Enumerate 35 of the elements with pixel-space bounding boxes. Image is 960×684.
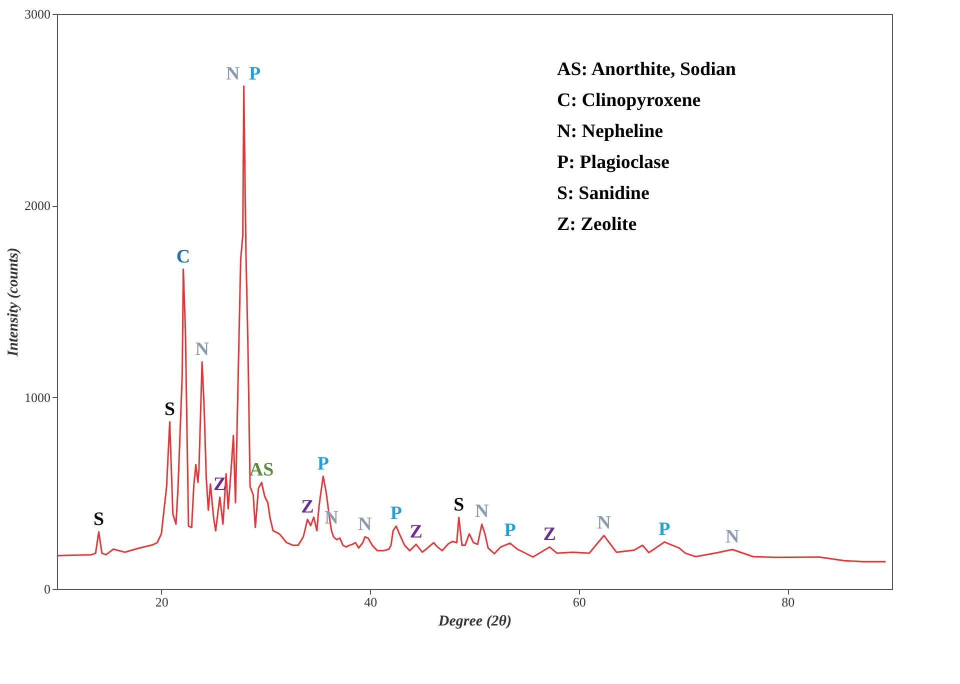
annotation: N xyxy=(195,338,210,360)
annotation: S: Sanidine xyxy=(557,183,650,204)
annotation: P: Plagioclase xyxy=(557,152,670,173)
annotation: N xyxy=(226,63,240,84)
x-tick-label: 80 xyxy=(782,594,795,610)
annotation: Z xyxy=(301,496,314,518)
annotation: AS: Anorthite, Sodian xyxy=(557,59,736,80)
y-tick-label: 1000 xyxy=(24,390,50,405)
annotation: Z xyxy=(410,521,422,542)
annotation: Z xyxy=(543,524,556,546)
y-tick-label: 2000 xyxy=(24,198,50,214)
annotation: N xyxy=(725,526,740,548)
y-tick-label: 0 xyxy=(44,582,50,596)
annotation: C xyxy=(176,246,190,268)
annotation: P xyxy=(317,453,330,474)
x-tick-label: 60 xyxy=(572,594,586,610)
line-series xyxy=(56,86,886,562)
x-axis-title: Degree (2θ) xyxy=(437,614,512,630)
annotation: S xyxy=(93,508,104,530)
y-axis-title: Intensity (counts) xyxy=(6,248,22,358)
annotation: N xyxy=(597,512,612,534)
annotation: N: Nepheline xyxy=(557,121,664,142)
annotation: P xyxy=(658,519,671,540)
annotation: P xyxy=(504,520,516,542)
annotation: S xyxy=(164,398,176,420)
annotation: C: Clinopyroxene xyxy=(557,90,701,111)
annotation: Z: Zeolite xyxy=(557,214,637,235)
annotation: S xyxy=(454,494,464,516)
annotation: N xyxy=(358,514,372,535)
x-tick-label: 20 xyxy=(155,594,168,610)
annotation: P xyxy=(390,503,402,524)
annotation: N xyxy=(474,501,489,522)
x-tick-label: 40 xyxy=(364,594,378,610)
annotation: P xyxy=(249,63,262,84)
y-tick-label: 3000 xyxy=(24,6,50,22)
